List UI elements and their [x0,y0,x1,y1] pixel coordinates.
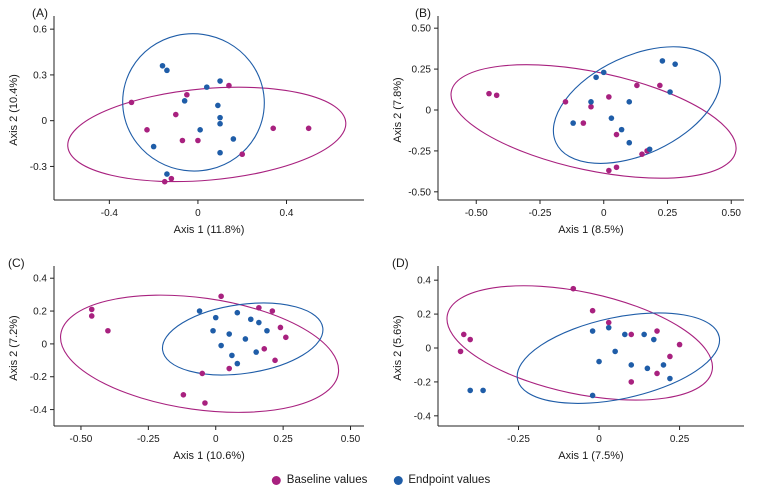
svg-text:0.50: 0.50 [341,434,361,445]
svg-text:0.25: 0.25 [658,208,678,219]
svg-text:-0.4: -0.4 [414,411,432,422]
svg-text:0.4: 0.4 [33,274,47,285]
svg-text:0: 0 [41,116,47,127]
svg-text:-0.25: -0.25 [137,434,160,445]
svg-text:0: 0 [41,339,47,350]
svg-text:-0.25: -0.25 [507,434,530,445]
svg-text:Axis 1 (11.8%): Axis 1 (11.8%) [174,224,245,236]
scatter-plot-c: -0.50 -0.25 0 0.25 0.50 -0.4 -0.2 0 0.2 0.4 Axis 1… [8,266,364,462]
scatter-plot-b: -0.50 -0.25 0 0.25 0.50 -0.50 -0.25 0 0.25 0.50 Ax… [392,16,744,236]
svg-text:Axis 1 (8.5%): Axis 1 (8.5%) [558,224,623,236]
svg-text:Axis 2 (10.4%): Axis 2 (10.4%) [8,74,20,146]
svg-text:0: 0 [213,434,219,445]
panel-label: (A) [32,6,48,20]
svg-text:-0.4: -0.4 [101,208,119,219]
panel-b: (B) -0.50 -0.25 0 0.25 0.50 -0.50 -0.25 0 0.25 0.… [390,4,758,244]
legend: Baseline values Endpoint values [271,474,490,486]
svg-text:-0.2: -0.2 [414,377,432,388]
svg-text:0: 0 [425,344,431,355]
svg-text:0.4: 0.4 [280,208,294,219]
svg-text:-0.2: -0.2 [30,372,48,383]
svg-text:0.3: 0.3 [33,70,47,81]
svg-text:Axis 1 (7.5%): Axis 1 (7.5%) [558,450,623,462]
svg-text:Axis 2 (7.2%): Axis 2 (7.2%) [8,315,20,380]
svg-text:-0.25: -0.25 [529,208,552,219]
legend-label-endpoint: Endpoint values [408,474,491,486]
endpoint-dot-icon [393,475,403,485]
panel-c: (C) -0.50 -0.25 0 0.25 0.50 -0.4 -0.2 0 0.2 0.4 Ax… [6,254,378,468]
baseline-dot-icon [271,475,281,485]
scatter-plot-a: -0.4 0 0.4 -0.3 0 0.3 0.6 Axis 1 (11.8%) Axis 2 … [8,16,364,236]
svg-text:0.25: 0.25 [412,65,432,76]
svg-text:-0.50: -0.50 [465,208,488,219]
svg-text:0.25: 0.25 [273,434,293,445]
svg-text:Axis 2 (5.6%): Axis 2 (5.6%) [392,315,404,380]
svg-text:0.2: 0.2 [417,310,431,321]
svg-text:0: 0 [425,106,431,117]
svg-text:Axis 2 (7.8%): Axis 2 (7.8%) [392,77,404,142]
svg-text:Axis 1 (10.6%): Axis 1 (10.6%) [173,450,245,462]
svg-text:-0.3: -0.3 [30,162,48,173]
svg-text:-0.50: -0.50 [70,434,93,445]
svg-text:0.2: 0.2 [33,307,47,318]
panel-a: (A) -0.4 0 0.4 -0.3 0 0.3 0.6 Axis 1 (11.8%) Axi… [6,4,378,244]
legend-item-baseline: Baseline values [271,474,368,486]
svg-text:0: 0 [601,208,607,219]
legend-item-endpoint: Endpoint values [393,474,490,486]
svg-text:0: 0 [195,208,201,219]
svg-text:-0.25: -0.25 [408,146,431,157]
scatter-plot-d: -0.25 0 0.25 -0.4 -0.2 0 0.2 0.4 Axis 1 (7.5%) Ax… [392,266,744,462]
panel-d: (D) -0.25 0 0.25 -0.4 -0.2 0 0.2 0.4 Axis 1 (7.5… [390,254,758,468]
panel-label: (C) [8,256,25,270]
svg-text:0.50: 0.50 [722,208,742,219]
panel-label: (B) [415,6,431,20]
svg-text:-0.50: -0.50 [408,187,431,198]
svg-text:-0.4: -0.4 [30,405,48,416]
svg-text:0.50: 0.50 [412,24,432,35]
svg-text:0.4: 0.4 [417,276,431,287]
legend-label-baseline: Baseline values [286,474,368,486]
panel-label: (D) [392,256,409,270]
svg-text:0: 0 [596,434,602,445]
svg-text:0.25: 0.25 [670,434,690,445]
svg-text:0.6: 0.6 [33,25,47,36]
